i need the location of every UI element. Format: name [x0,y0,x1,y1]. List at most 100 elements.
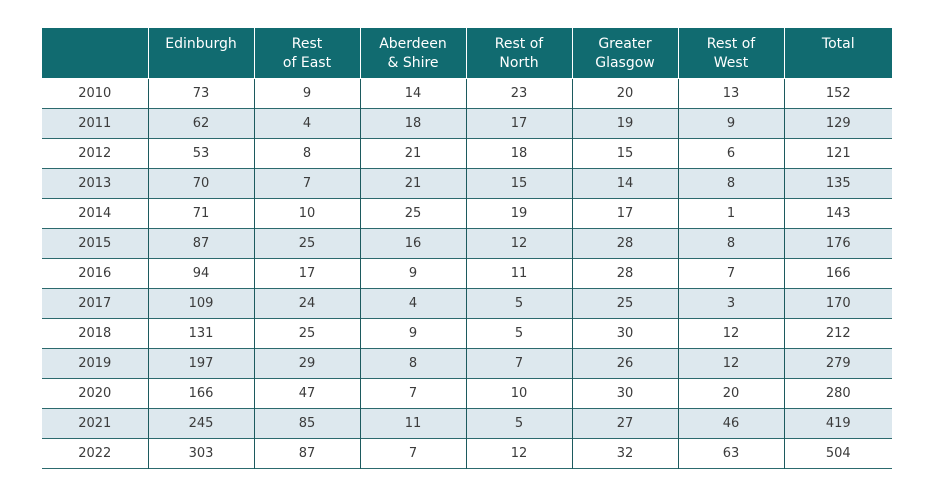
column-header-year [42,28,148,78]
table-cell-aberdeen-shire: 9 [359,258,466,288]
table-cell-total: 280 [783,378,892,408]
table-row: 2015 87 25 16 12 28 8 176 [42,228,892,258]
row-year-cell: 2022 [78,445,112,461]
table-cell-rest-of-north: 23 [465,78,572,108]
table-cell-greater-glasgow: 28 [571,228,678,258]
table-cell-total: 166 [783,258,892,288]
table-cell-aberdeen-shire: 11 [359,408,466,438]
table-cell-total: 135 [783,168,892,198]
table-cell-edinburgh: 73 [147,78,254,108]
table-cell-rest-of-west: 46 [677,408,784,438]
row-year-cell: 2014 [78,205,112,221]
table-row: 2020 166 47 7 10 30 20 280 [42,378,892,408]
row-year-cell: 2018 [78,325,112,341]
table-cell-edinburgh: 71 [147,198,254,228]
column-header-line: Aberdeen [379,36,447,52]
table-cell-rest-of-north: 11 [465,258,572,288]
table-cell-rest-of-north: 5 [465,408,572,438]
table-row: 2010 73 9 14 23 20 13 152 [42,78,892,108]
table-cell-rest-of-east: 9 [253,78,360,108]
table-cell-rest-of-west: 8 [677,228,784,258]
row-year-cell: 2012 [78,145,112,161]
table-cell-rest-of-west: 12 [677,318,784,348]
table-row: 2016 94 17 9 11 28 7 166 [42,258,892,288]
table-row: 2022 303 87 7 12 32 63 504 [42,438,892,468]
column-header-line: Rest of [706,36,756,52]
column-header-line: Glasgow [595,55,655,71]
table-cell-rest-of-east: 24 [253,288,360,318]
column-header-line: Rest of [494,36,544,52]
table-cell-total: 152 [783,78,892,108]
row-year-cell: 2019 [42,348,148,378]
table-cell-rest-of-west: 13 [677,78,784,108]
table-cell-edinburgh: 94 [147,258,254,288]
column-header-total: Total [783,28,892,78]
table-cell-aberdeen-shire: 21 [359,138,466,168]
table-cell-aberdeen-shire: 21 [359,168,466,198]
table-cell-greater-glasgow: 27 [571,408,678,438]
table-cell-greater-glasgow: 26 [571,348,678,378]
table-cell-rest-of-west: 6 [677,138,784,168]
table-cell-rest-of-north: 5 [465,288,572,318]
column-header-line: Rest [291,36,323,52]
table-cell-rest-of-east: 85 [253,408,360,438]
table-cell-rest-of-east: 29 [253,348,360,378]
table-cell-rest-of-west: 20 [677,378,784,408]
table-cell-total: 121 [783,138,892,168]
table-cell-rest-of-west: 8 [677,168,784,198]
table-cell-greater-glasgow: 20 [571,78,678,108]
table-cell-edinburgh: 70 [147,168,254,198]
table-cell-total: 212 [783,318,892,348]
table-cell-rest-of-north: 17 [465,108,572,138]
column-header-line: of East [282,55,332,71]
table-cell-edinburgh: 166 [147,378,254,408]
row-year-cell: 2015 [42,228,148,258]
table-cell-edinburgh: 245 [147,408,254,438]
table-row: 2011 62 4 18 17 19 9 129 [42,108,892,138]
table-cell-greater-glasgow: 17 [571,198,678,228]
column-header-line: Edinburgh [165,36,237,52]
table-cell-rest-of-west: 9 [677,108,784,138]
table-row: 2017 109 24 4 5 25 3 170 [42,288,892,318]
row-year-cell: 2021 [42,408,148,438]
table-cell-total: 176 [783,228,892,258]
column-header-rest-of-north: Rest of North [465,28,572,78]
table-row: 2019 197 29 8 7 26 12 279 [42,348,892,378]
row-year-cell: 2011 [42,108,148,138]
table-cell-aberdeen-shire: 18 [359,108,466,138]
table-cell-edinburgh: 197 [147,348,254,378]
table-cell-greater-glasgow: 30 [571,378,678,408]
table-cell-edinburgh: 109 [147,288,254,318]
table-cell-rest-of-west: 3 [677,288,784,318]
table-cell-total: 129 [783,108,892,138]
table-cell-rest-of-west: 12 [677,348,784,378]
column-header-aberdeen-shire: Aberdeen & Shire [359,28,466,78]
table-cell-greater-glasgow: 28 [571,258,678,288]
table-cell-aberdeen-shire: 7 [359,438,466,468]
table-cell-rest-of-east: 8 [253,138,360,168]
table-cell-greater-glasgow: 30 [571,318,678,348]
table-cell-rest-of-east: 10 [253,198,360,228]
table-row: 2021 245 85 11 5 27 46 419 [42,408,892,438]
table-cell-edinburgh: 87 [147,228,254,258]
table-cell-greater-glasgow: 25 [571,288,678,318]
column-header-line: North [499,55,539,71]
table-cell-rest-of-north: 7 [465,348,572,378]
table-cell-edinburgh: 62 [147,108,254,138]
table-cell-edinburgh: 303 [147,438,254,468]
row-year-cell: 2016 [78,265,112,281]
table-cell-aberdeen-shire: 14 [359,78,466,108]
column-header-line: Greater [598,36,652,52]
table-cell-rest-of-north: 19 [465,198,572,228]
table-row: 2012 53 8 21 18 15 6 121 [42,138,892,168]
table-cell-aberdeen-shire: 7 [359,378,466,408]
table-cell-rest-of-east: 87 [253,438,360,468]
table-cell-total: 170 [783,288,892,318]
table-cell-rest-of-north: 15 [465,168,572,198]
table-cell-rest-of-west: 1 [677,198,784,228]
table-cell-rest-of-east: 17 [253,258,360,288]
table-cell-rest-of-north: 5 [465,318,572,348]
table-cell-greater-glasgow: 15 [571,138,678,168]
row-year-cell: 2013 [42,168,148,198]
data-table: Edinburgh Rest of East Aberdeen & Shire Rest … [42,28,892,469]
